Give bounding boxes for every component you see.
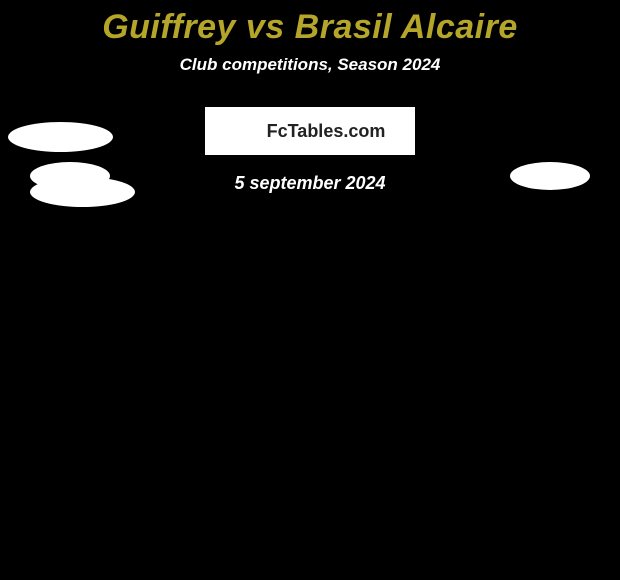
logo-text: FcTables.com bbox=[267, 121, 386, 142]
fctables-logo: FcTables.com bbox=[205, 107, 415, 155]
player-placeholder-2 bbox=[30, 177, 135, 207]
page-title: Guiffrey vs Brasil Alcaire bbox=[0, 8, 620, 47]
player-placeholder-0 bbox=[8, 122, 113, 152]
bars-icon bbox=[235, 121, 261, 141]
page-subtitle: Club competitions, Season 2024 bbox=[0, 55, 620, 75]
player-placeholder-3 bbox=[510, 162, 590, 190]
comparison-card: Guiffrey vs Brasil Alcaire Club competit… bbox=[0, 0, 620, 580]
